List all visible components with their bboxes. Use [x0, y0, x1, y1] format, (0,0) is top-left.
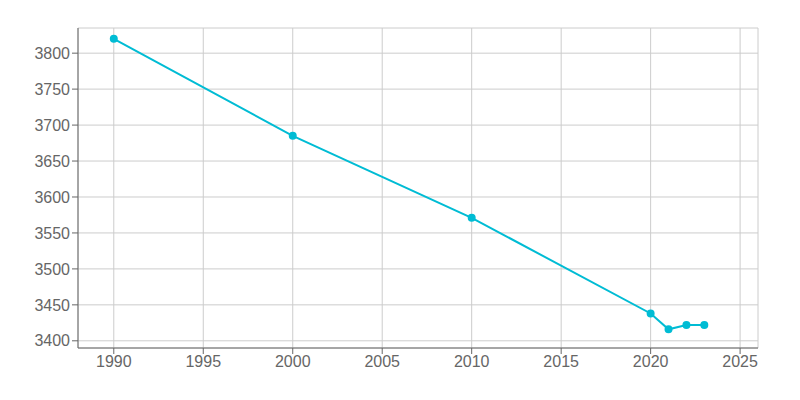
svg-text:3450: 3450	[34, 297, 70, 314]
svg-text:3600: 3600	[34, 189, 70, 206]
svg-text:2005: 2005	[364, 353, 400, 370]
svg-text:3500: 3500	[34, 261, 70, 278]
svg-text:2000: 2000	[275, 353, 311, 370]
svg-text:2010: 2010	[454, 353, 490, 370]
svg-text:3800: 3800	[34, 45, 70, 62]
svg-text:1990: 1990	[96, 353, 132, 370]
svg-text:3550: 3550	[34, 225, 70, 242]
svg-text:1995: 1995	[185, 353, 221, 370]
svg-text:3650: 3650	[34, 153, 70, 170]
svg-text:3750: 3750	[34, 81, 70, 98]
svg-text:2020: 2020	[633, 353, 669, 370]
svg-text:3700: 3700	[34, 117, 70, 134]
svg-text:2015: 2015	[543, 353, 579, 370]
svg-text:3400: 3400	[34, 332, 70, 349]
svg-text:2025: 2025	[722, 353, 758, 370]
